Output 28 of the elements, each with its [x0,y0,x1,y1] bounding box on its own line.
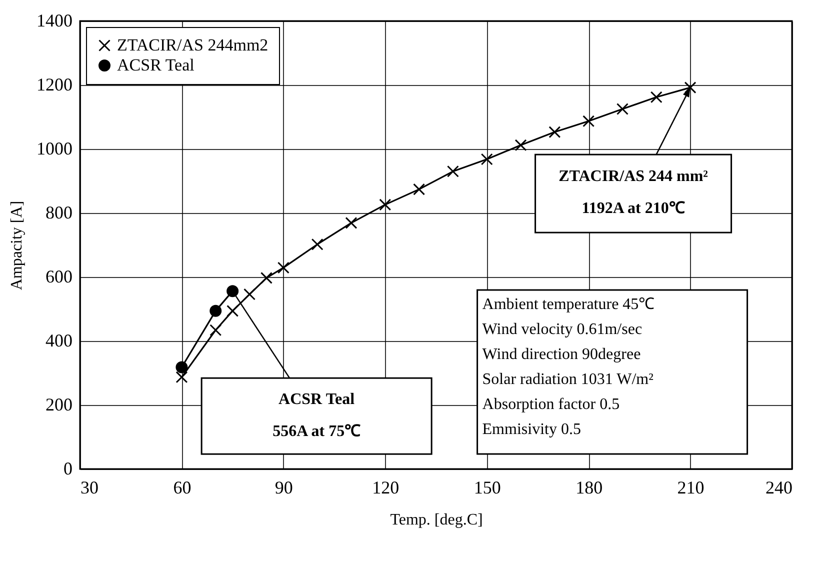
x-tick-label: 120 [372,478,400,498]
annotation: Emmisivity 0.5 [482,421,581,438]
x-tick-label: 150 [474,478,501,498]
y-tick-label: 800 [46,202,72,222]
legend-label: ACSR Teal [117,56,195,74]
y-tick-label: 600 [46,266,72,286]
x-tick-label: 240 [766,478,792,498]
annotation: Wind velocity 0.61m/sec [482,321,642,338]
x-tick-label: 210 [677,478,704,498]
y-tick-label: 1200 [36,74,72,94]
x-tick-label: 180 [576,478,603,498]
y-tick-label: 200 [46,394,72,414]
annotation: Solar radiation 1031 W/m² [482,371,654,388]
x-tick-label: 60 [173,478,192,498]
annotation: ZTACIR/AS 244 mm² 1192A at 210℃ [558,168,708,218]
x-tick-label: 30 [80,478,98,498]
y-tick-label: 1400 [36,10,72,30]
annotation: Ambient temperature 45℃ [482,296,655,313]
x-axis-title: Temp. [deg.C] [390,512,483,528]
x-tick-label: 90 [274,478,293,498]
y-axis-title: Ampacity [A] [8,200,26,290]
legend-label: ZTACIR/AS 244mm2 [117,36,268,54]
annotation: ACSR Teal 556A at 75℃ [272,390,361,440]
y-tick-label: 0 [64,458,72,478]
annotation: Absorption factor 0.5 [482,396,620,413]
y-tick-label: 400 [46,330,72,350]
annotation: Wind direction 90degree [482,346,641,363]
y-tick-label: 1000 [36,138,72,158]
